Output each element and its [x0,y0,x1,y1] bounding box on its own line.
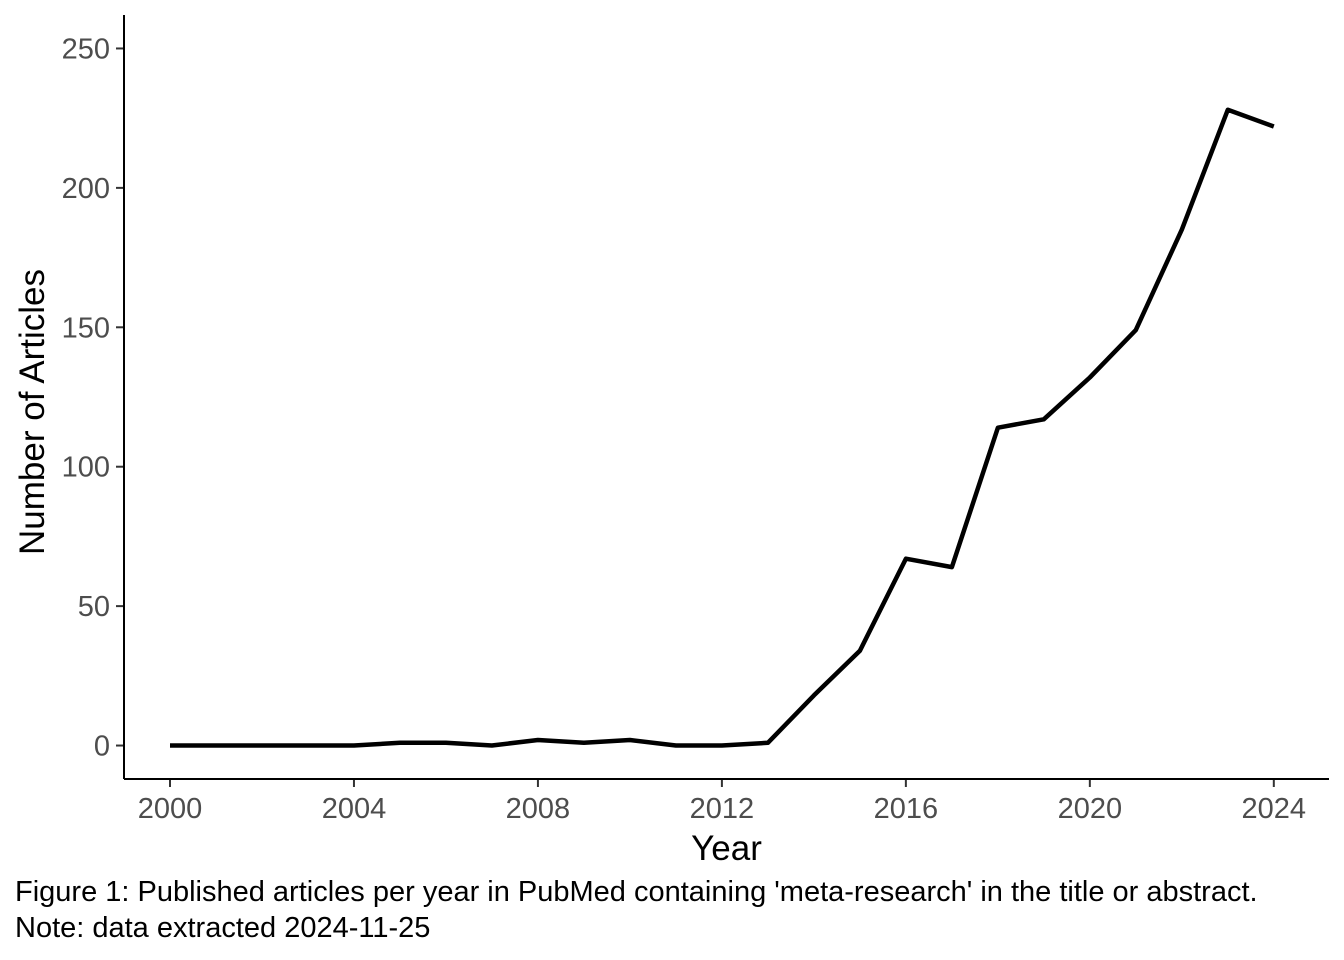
x-tick-label: 2012 [690,793,755,825]
x-tick-label: 2004 [322,793,387,825]
x-tick-label: 2016 [874,793,939,825]
x-tick-label: 2020 [1058,793,1123,825]
y-tick-label: 250 [62,33,110,65]
y-tick-label: 100 [62,452,110,484]
line-chart: 0 50 100 150 200 250 2000 2004 2008 2012 2016 2020… [13,15,1329,868]
series-layer [170,107,1275,748]
x-axis-ticks: 2000 2004 2008 2012 2016 2020 2024 [138,779,1306,825]
y-axis-ticks: 0 50 100 150 200 250 [62,33,124,763]
y-tick-label: 200 [62,173,110,205]
x-tick-label: 2008 [506,793,571,825]
y-tick-label: 0 [94,731,110,763]
figure-caption: Figure 1: Published articles per year in… [15,876,1258,944]
y-tick-label: 150 [62,312,110,344]
series-line [170,107,1275,748]
x-axis-title: Year [691,829,762,868]
y-axis-title: Number of Articles [13,269,52,555]
x-tick-label: 2000 [138,793,203,825]
x-tick-label: 2024 [1242,793,1307,825]
y-tick-label: 50 [78,591,110,623]
